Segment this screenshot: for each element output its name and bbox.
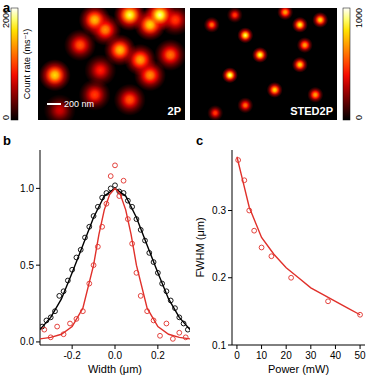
y-axis (232, 150, 233, 345)
spot (312, 12, 328, 28)
y-tick-label: 0.2 (212, 272, 226, 283)
panel-label: c (196, 133, 203, 148)
y-tick-label: 0.0 (20, 336, 34, 347)
spot (307, 87, 323, 103)
y-tick-label: 0.3 (212, 205, 226, 216)
y-tick (228, 277, 232, 278)
y-tick (36, 265, 40, 266)
x-tick (72, 345, 73, 349)
x-tick-label: 50 (355, 350, 367, 361)
data-point (121, 178, 126, 183)
x-tick (360, 345, 361, 349)
y-tick (228, 345, 232, 346)
x-tick-label: 0 (234, 350, 240, 361)
data-point (326, 299, 331, 304)
fit-line (40, 188, 190, 338)
data-point (113, 163, 118, 168)
spot (237, 97, 253, 113)
colorbar-tick-label: 2000 (1, 8, 11, 28)
spot (237, 27, 253, 43)
spot (39, 59, 71, 91)
data-point (68, 321, 73, 326)
colorbar-tick-label: 0 (1, 115, 11, 120)
data-point (252, 228, 257, 233)
x-tick-label: 0.0 (108, 350, 122, 361)
spot (207, 105, 223, 120)
data-point (108, 174, 113, 179)
x-tick (157, 345, 158, 349)
x-tick (286, 345, 287, 349)
spot (277, 8, 293, 20)
y-tick-label: 1.0 (20, 183, 34, 194)
spot (159, 8, 185, 36)
panel-label: b (3, 133, 11, 148)
colorbar (343, 8, 350, 120)
data-point (158, 333, 163, 338)
scale-bar (47, 103, 61, 105)
x-tick (115, 345, 116, 349)
data-point (55, 324, 60, 329)
y-axis-label: FWHM (μm) (194, 217, 206, 277)
plot-area (40, 163, 190, 341)
image-label: STED2P (290, 105, 333, 117)
data-point (289, 275, 294, 280)
y-tick (36, 341, 40, 342)
x-axis (232, 345, 365, 346)
colorbar-tick-label: 0 (354, 115, 364, 120)
x-tick-label: 30 (305, 350, 317, 361)
colorbar (11, 8, 18, 120)
x-tick-label: -0.2 (64, 350, 82, 361)
data-point (138, 293, 143, 298)
data-point (177, 330, 182, 335)
x-tick (310, 345, 311, 349)
image (38, 8, 185, 120)
data-point (57, 293, 62, 298)
spot (292, 17, 308, 33)
plot-area (236, 157, 363, 317)
spot (292, 57, 308, 73)
data-point (269, 254, 274, 259)
image-label: 2P (168, 105, 181, 117)
spot (154, 39, 185, 71)
spot (297, 37, 313, 53)
x-tick (236, 345, 237, 349)
x-tick-label: 20 (281, 350, 293, 361)
x-axis-label: Power (mW) (268, 363, 329, 375)
spot (227, 8, 243, 23)
y-axis (40, 150, 41, 345)
x-tick-label: 0.2 (151, 350, 165, 361)
spot (114, 84, 146, 116)
spot (252, 47, 268, 63)
figure: a2P02000Count rate (ms⁻¹)200 nmSTED2P010… (0, 0, 373, 380)
fit-line (237, 157, 360, 315)
fit-line (40, 188, 190, 329)
scale-bar-label: 200 nm (64, 99, 94, 109)
x-tick-label: 10 (256, 350, 268, 361)
spot (204, 17, 220, 33)
y-tick-label: 0.5 (20, 260, 34, 271)
x-tick-label: 40 (330, 350, 342, 361)
x-tick (335, 345, 336, 349)
data-point (42, 327, 47, 332)
x-axis-label: Width (μm) (88, 363, 142, 375)
data-point (170, 336, 175, 341)
y-tick-label: 0.1 (212, 340, 226, 351)
colorbar-label: Count rate (ms⁻¹) (22, 29, 32, 99)
spot (222, 67, 238, 83)
spot (64, 29, 96, 61)
y-tick (36, 188, 40, 189)
data-point (113, 183, 118, 188)
x-tick (261, 345, 262, 349)
image (190, 8, 337, 120)
data-point (259, 245, 264, 250)
colorbar-tick-label: 1000 (354, 8, 364, 28)
image-background (190, 8, 337, 120)
data-point (164, 321, 169, 326)
y-tick (228, 210, 232, 211)
spot (267, 82, 283, 98)
